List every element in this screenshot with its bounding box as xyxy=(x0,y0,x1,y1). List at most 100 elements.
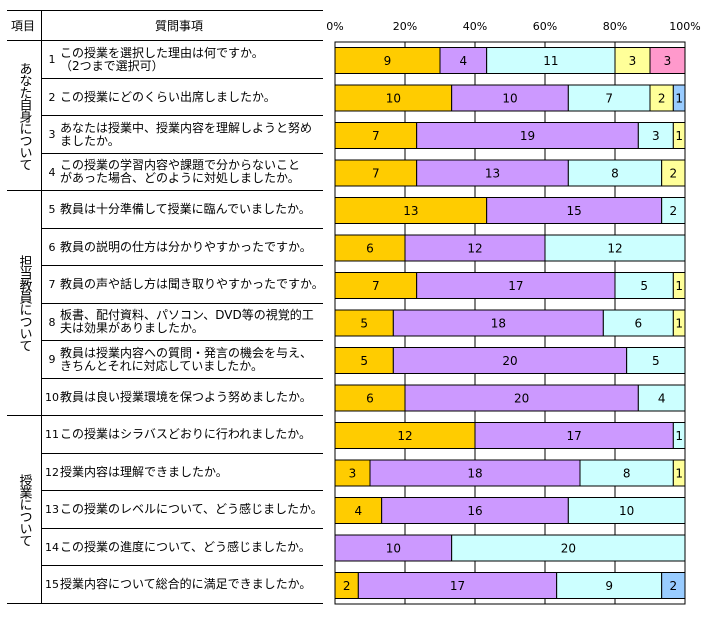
data-label: 9 xyxy=(384,54,392,68)
bar-segment xyxy=(672,309,686,337)
data-label: 17 xyxy=(567,429,582,443)
data-label: 7 xyxy=(605,92,613,106)
bar-segment xyxy=(334,384,406,412)
bar-segment xyxy=(567,159,663,187)
data-label: 9 xyxy=(605,579,613,593)
question-number: 7 xyxy=(48,278,56,291)
bar-segment xyxy=(334,159,418,187)
data-label: 10 xyxy=(502,92,517,106)
question-row: 12 授業内容は理解できましたか。 xyxy=(44,454,324,491)
bar-segment xyxy=(637,384,686,412)
data-label: 1 xyxy=(675,467,683,481)
question-row: 7 教員の声や話し方は聞き取りやすかったですか。 xyxy=(44,266,324,303)
bar-segment xyxy=(369,459,581,487)
data-label: 2 xyxy=(670,167,678,181)
data-label: 1 xyxy=(675,429,683,443)
question-text: 教員の声や話し方は聞き取りやすかったですか。 xyxy=(60,277,324,291)
row-divider xyxy=(41,265,323,266)
question-text: 板書、配付資料、パソコン、DVD等の視覚的工 夫は効果がありましたか。 xyxy=(60,308,314,335)
bar-segment xyxy=(334,534,453,562)
section-label-class: 授業について xyxy=(16,473,32,546)
question-text: 教員は良い授業環境を保つよう努めましたか。 xyxy=(60,389,312,404)
data-label: 20 xyxy=(561,542,576,556)
bar-segment xyxy=(649,47,686,74)
bar-segment xyxy=(672,84,686,112)
bar-segment xyxy=(451,534,686,562)
question-number: 2 xyxy=(48,90,56,104)
question-row: 1 この授業を選択した理由は何ですか。 （2つまで選択可） xyxy=(44,41,324,78)
section-label-self: あなた自身について xyxy=(16,61,32,170)
data-label: 13 xyxy=(403,204,418,218)
data-label: 3 xyxy=(349,467,357,481)
data-label: 2 xyxy=(343,579,351,593)
row-divider xyxy=(41,452,323,454)
bar-segment xyxy=(392,309,604,337)
question-row: 6 教員の説明の仕方は分かりやすかったですか。 xyxy=(44,229,324,266)
bar-segment xyxy=(626,347,686,374)
question-text: この授業はシラバスどおりに行われましたか。 xyxy=(60,427,312,441)
bar-segment xyxy=(334,84,453,112)
table-top-border xyxy=(7,10,323,11)
bar-segment xyxy=(614,47,651,74)
data-label: 4 xyxy=(658,392,666,406)
bar-segment xyxy=(661,197,686,224)
data-label: 7 xyxy=(372,279,380,293)
data-label: 12 xyxy=(607,242,622,256)
bar-segment xyxy=(602,309,674,337)
question-text: この授業のレベルについて、どう感じましたか。 xyxy=(60,502,323,516)
data-label: 12 xyxy=(467,242,482,256)
data-label: 20 xyxy=(502,354,517,368)
data-label: 12 xyxy=(397,429,412,443)
data-label: 5 xyxy=(640,279,648,293)
question-row: 8 板書、配付資料、パソコン、DVD等の視覚的工 夫は効果がありましたか。 xyxy=(44,304,324,341)
question-row: 3 あなたは授業中、授業内容を理解しようと努め ましたか。 xyxy=(44,116,324,153)
section-divider xyxy=(7,415,323,416)
question-text: 教員は十分準備して授業に臨んでいましたか。 xyxy=(60,202,311,216)
bar-segment xyxy=(334,309,394,337)
bar-segment xyxy=(334,272,418,299)
data-label: 1 xyxy=(675,279,683,293)
question-number: 6 xyxy=(48,240,56,254)
data-label: 3 xyxy=(629,54,637,68)
question-text: あなたは授業中、授業内容を理解しようと努め ましたか。 xyxy=(60,120,313,148)
row-divider xyxy=(41,152,323,154)
data-label: 8 xyxy=(623,467,631,481)
question-row: 2 この授業にどのくらい出席しましたか。 xyxy=(44,79,324,116)
data-label: 16 xyxy=(467,504,482,518)
data-label: 6 xyxy=(366,242,374,256)
row-divider xyxy=(41,227,323,229)
question-text: 教員の説明の仕方は分かりやすかったですか。 xyxy=(60,239,312,254)
data-label: 8 xyxy=(611,167,619,181)
row-divider xyxy=(41,77,323,79)
data-label: 15 xyxy=(567,204,582,218)
bar-segment xyxy=(416,272,616,299)
question-number: 8 xyxy=(48,315,56,329)
question-number: 15 xyxy=(45,578,59,591)
bar-segment xyxy=(672,122,686,149)
question-row: 10 教員は良い授業環境を保つよう努めましたか。 xyxy=(44,379,324,416)
header-item: 項目 xyxy=(11,19,36,33)
bar-segment xyxy=(544,234,686,262)
data-label: 5 xyxy=(652,354,660,368)
data-label: 19 xyxy=(520,129,535,143)
question-number: 4 xyxy=(48,165,56,179)
bar-segment xyxy=(404,384,639,412)
question-number: 12 xyxy=(45,465,59,479)
data-label: 5 xyxy=(360,317,368,331)
data-label: 1 xyxy=(675,92,683,106)
data-label: 13 xyxy=(485,167,500,181)
bar-segment xyxy=(567,497,686,524)
bar-segment xyxy=(556,572,663,599)
table-bottom-border xyxy=(7,603,323,604)
data-label: 7 xyxy=(372,129,380,143)
bar-segment xyxy=(416,122,639,149)
question-number: 3 xyxy=(48,128,56,141)
data-label: 11 xyxy=(543,54,558,68)
data-label: 20 xyxy=(514,392,529,406)
row-divider xyxy=(41,490,323,491)
data-label: 4 xyxy=(460,54,468,68)
row-divider xyxy=(41,377,323,379)
question-row: 11 この授業はシラバスどおりに行われましたか。 xyxy=(44,416,324,453)
